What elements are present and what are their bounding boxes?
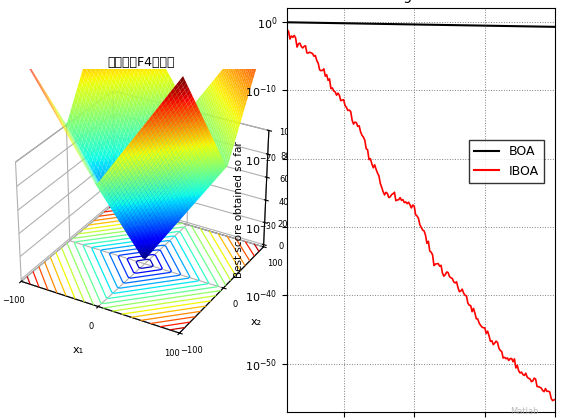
Legend: BOA, IBOA: BOA, IBOA (468, 141, 544, 183)
Text: Matlab: Matlab (510, 407, 539, 416)
Y-axis label: Best score obtained so far: Best score obtained so far (234, 142, 244, 278)
Title: 基准函数F4三维图: 基准函数F4三维图 (107, 56, 174, 69)
X-axis label: x₁: x₁ (73, 345, 84, 355)
Y-axis label: x₂: x₂ (251, 317, 262, 327)
Title: Convergence curve: Convergence curve (354, 0, 489, 3)
